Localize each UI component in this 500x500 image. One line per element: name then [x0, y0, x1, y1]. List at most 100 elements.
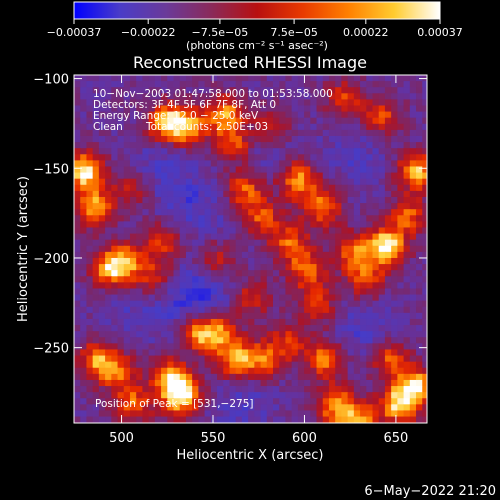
heatmap-cell [117, 148, 125, 155]
heatmap-cell [254, 215, 262, 222]
heatmap-cell [266, 209, 274, 216]
heatmap-cell [366, 288, 374, 296]
heatmap-cell [378, 251, 386, 259]
heatmap-cell [378, 117, 386, 125]
heatmap-cell [316, 111, 324, 119]
heatmap-cell [192, 251, 199, 259]
heatmap-cell [217, 300, 224, 308]
heatmap-cell [347, 75, 355, 82]
heatmap-cell [291, 184, 299, 192]
heatmap-cell [279, 367, 287, 375]
heatmap-cell [279, 75, 287, 82]
heatmap-cell [397, 221, 405, 229]
heatmap-cell [210, 282, 218, 290]
heatmap-cell [254, 410, 262, 418]
heatmap-cell [335, 203, 342, 210]
heatmap-cell [266, 178, 274, 186]
heatmap-cell [285, 154, 293, 161]
heatmap-cell [353, 379, 361, 387]
heatmap-cell [185, 312, 193, 320]
heatmap-cell [154, 392, 162, 399]
heatmap-cell [428, 356, 435, 363]
heatmap-cell [173, 142, 181, 149]
heatmap-cell [323, 429, 330, 436]
heatmap-cell [148, 99, 156, 107]
heatmap-cell [92, 227, 100, 235]
heatmap-cell [347, 203, 355, 210]
heatmap-cell [297, 93, 305, 100]
heatmap-cell [322, 392, 330, 399]
heatmap-cell [366, 306, 374, 314]
heatmap-cell [384, 337, 392, 344]
heatmap-cell [210, 215, 218, 222]
heatmap-cell [148, 306, 156, 314]
heatmap-cell [360, 111, 367, 119]
heatmap-cell [105, 135, 112, 143]
heatmap-cell [335, 410, 342, 418]
heatmap-cell [129, 81, 137, 88]
heatmap-cell [74, 99, 81, 107]
heatmap-cell [285, 276, 293, 283]
heatmap-cell [360, 404, 367, 412]
heatmap-cell [428, 246, 435, 253]
heatmap-cell [328, 142, 336, 149]
heatmap-cell [74, 166, 81, 174]
heatmap-cell [117, 331, 125, 338]
heatmap-cell [148, 410, 156, 418]
heatmap-cell [316, 129, 324, 137]
heatmap-cell [185, 196, 193, 204]
heatmap-cell [229, 99, 237, 107]
heatmap-cell [80, 379, 88, 387]
heatmap-cell [285, 264, 293, 271]
heatmap-cell [366, 257, 374, 265]
heatmap-cell [154, 166, 162, 174]
heatmap-cell [372, 239, 380, 247]
heatmap-cell [161, 227, 168, 235]
heatmap-cell [123, 81, 131, 88]
heatmap-cell [123, 172, 131, 180]
heatmap-cell [266, 325, 274, 332]
heatmap-cell [204, 416, 212, 423]
heatmap-cell [273, 215, 280, 222]
heatmap-cell [273, 81, 280, 88]
heatmap-cell [353, 392, 361, 399]
heatmap-cell [360, 392, 367, 399]
heatmap-cell [403, 129, 411, 137]
heatmap-cell [403, 367, 411, 375]
heatmap-cell [297, 404, 305, 412]
heatmap-cell [316, 221, 324, 229]
heatmap-cell [353, 227, 361, 235]
heatmap-cell [74, 196, 81, 204]
heatmap-cell [384, 117, 392, 125]
heatmap-cell [378, 361, 386, 369]
heatmap-cell [328, 117, 336, 125]
heatmap-cell [198, 331, 206, 338]
heatmap-cell [105, 355, 112, 363]
heatmap-cell [409, 148, 417, 155]
heatmap-cell [279, 349, 287, 357]
heatmap-cell [266, 105, 274, 113]
heatmap-cell [310, 379, 318, 387]
heatmap-cell [117, 276, 125, 283]
heatmap-cell [248, 209, 255, 216]
heatmap-cell [322, 264, 330, 271]
heatmap-cell [260, 117, 268, 125]
heatmap-cell [285, 239, 293, 247]
heatmap-cell [142, 209, 150, 216]
heatmap-cell [142, 142, 150, 149]
heatmap-cell [185, 160, 193, 168]
heatmap-cell [142, 190, 150, 198]
heatmap-cell [123, 264, 131, 271]
colorbar-tick-label: 0.00037 [417, 26, 463, 39]
heatmap-cell [217, 398, 224, 405]
heatmap-cell [335, 123, 342, 131]
heatmap-cell [235, 160, 243, 168]
heatmap-cell [322, 245, 330, 253]
heatmap-cell [248, 75, 255, 82]
heatmap-cell [129, 416, 137, 423]
heatmap-cell [148, 129, 156, 137]
heatmap-cell [86, 184, 94, 192]
heatmap-cell [360, 142, 367, 149]
heatmap-cell [310, 129, 318, 137]
heatmap-cell [179, 154, 187, 161]
